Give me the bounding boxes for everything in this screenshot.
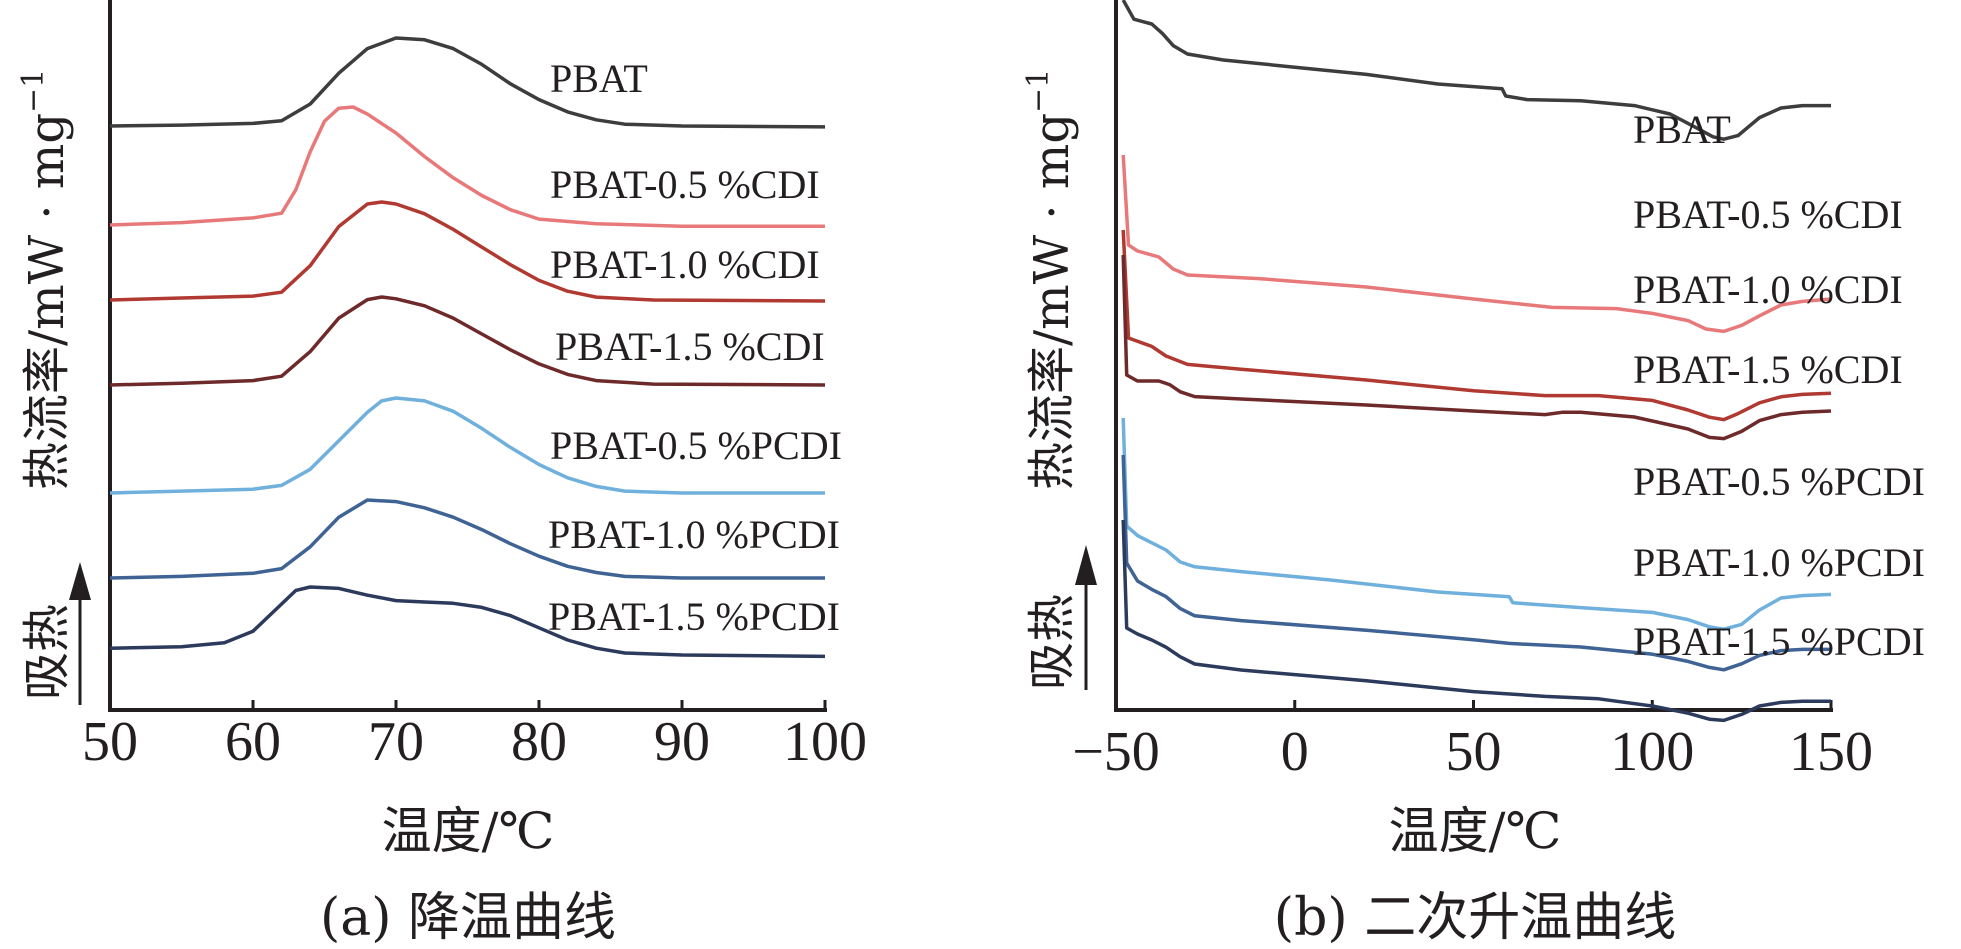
panel-a-curve-5 <box>109 498 825 580</box>
panel-a-tick-label-4: 90 <box>654 711 710 773</box>
panel-b-ylabel-sup: −1 <box>1021 69 1056 113</box>
panel-b-caption: (b) 二次升温曲线 <box>1274 888 1676 948</box>
panel-a-endo-arrow-head <box>69 562 91 600</box>
panel-b-ylabel: 热流率/mW · mg <box>1024 113 1080 490</box>
panel-b-tick-label-4: 150 <box>1789 721 1873 783</box>
panel-b-series-label-5: PBAT-1.0 %PCDI <box>1633 540 1925 585</box>
panel-a-caption: (a) 降温曲线 <box>320 888 616 948</box>
panel-b-curves <box>1121 0 1832 723</box>
panel-a-curve-6 <box>109 585 826 659</box>
panel-a-series-label-2: PBAT-1.0 %CDI <box>550 242 820 287</box>
panel-b-curve-4 <box>1121 417 1832 631</box>
panel-b-x-ticks: −50 0 50 100 150 <box>1072 700 1873 783</box>
panel-a-curve-1 <box>109 105 825 228</box>
panel-b-curve-2 <box>1121 229 1832 422</box>
panel-b-curve-1 <box>1121 154 1832 334</box>
panel-b-curve-6 <box>1121 519 1831 723</box>
panel-a-tick-label-0: 50 <box>82 711 138 773</box>
svg-text:热流率/mW · mg−1: 热流率/mW · mg−1 <box>16 69 75 490</box>
panel-a-curve-3 <box>109 295 826 387</box>
panel-a-ylabel-sup: −1 <box>16 69 51 113</box>
panel-a-series-label-6: PBAT-1.5 %PCDI <box>548 594 840 639</box>
panel-b-series-labels: PBAT PBAT-0.5 %CDI PBAT-1.0 %CDI PBAT-1.5 %… <box>1633 107 1925 664</box>
panel-b-tick-label-2: 50 <box>1446 721 1502 783</box>
panel-a-tick-label-2: 70 <box>368 711 424 773</box>
panel-b-ylabel-group: 热流率/mW · mg−1 <box>1021 69 1080 490</box>
panel-b-series-label-2: PBAT-1.0 %CDI <box>1633 267 1903 312</box>
panel-b-series-label-1: PBAT-0.5 %CDI <box>1633 192 1903 237</box>
panel-a-series-label-1: PBAT-0.5 %CDI <box>550 162 820 207</box>
panel-a-curve-4 <box>109 396 825 495</box>
panel-a-series-labels: PBAT PBAT-0.5 %CDI PBAT-1.0 %CDI PBAT-1.5 %… <box>548 56 842 639</box>
panel-b-endo-group: 吸热 <box>1024 594 1080 690</box>
panel-a-xlabel: 温度/℃ <box>382 802 555 860</box>
panel-a-x-ticks: 50 60 70 80 90 100 <box>82 700 867 773</box>
panel-b-tick-label-3: 100 <box>1610 721 1694 783</box>
panel-a-series-label-3: PBAT-1.5 %CDI <box>555 324 825 369</box>
panel-a-ylabel: 热流率/mW · mg <box>19 113 75 490</box>
panel-a-series-label-5: PBAT-1.0 %PCDI <box>548 512 840 557</box>
panel-a-curve-0 <box>109 36 826 129</box>
panel-b-heating: −50 0 50 100 150 PBAT PBAT-0.5 %CDI PBAT-1.0 %… <box>1021 0 1925 948</box>
panel-b-endo-label: 吸热 <box>1024 594 1080 690</box>
panel-a-series-label-0: PBAT <box>550 56 648 101</box>
panel-b-endo-arrow-head <box>1075 545 1097 585</box>
panel-b-curve-0 <box>1121 0 1831 141</box>
panel-a-endo-label: 吸热 <box>19 604 75 700</box>
panel-b-curve-5 <box>1121 454 1831 672</box>
panel-b-series-label-0: PBAT <box>1633 107 1731 152</box>
panel-a-tick-label-3: 80 <box>511 711 567 773</box>
panel-b-tick-label-1: 0 <box>1281 721 1309 783</box>
panel-a-tick-label-1: 60 <box>225 711 281 773</box>
panel-b-series-label-3: PBAT-1.5 %CDI <box>1633 347 1903 392</box>
panel-b-curve-3 <box>1121 254 1832 441</box>
svg-text:热流率/mW · mg−1: 热流率/mW · mg−1 <box>1021 69 1080 490</box>
panel-a-ylabel-group: 热流率/mW · mg−1 <box>16 69 75 490</box>
panel-b-series-label-4: PBAT-0.5 %PCDI <box>1633 459 1925 504</box>
panel-a-cooling: 50 60 70 80 90 100 PBAT PBAT-0.5 %CDI PBAT-1.0 … <box>16 0 867 948</box>
panel-a-series-label-4: PBAT-0.5 %PCDI <box>550 423 842 468</box>
panel-a-curve-2 <box>109 200 826 303</box>
panel-a-tick-label-5: 100 <box>783 711 867 773</box>
panel-b-xlabel: 温度/℃ <box>1389 802 1562 860</box>
panel-a-curves <box>109 36 826 659</box>
panel-b-tick-label-0: −50 <box>1072 721 1160 783</box>
panel-b-series-label-6: PBAT-1.5 %PCDI <box>1633 619 1925 664</box>
panel-a-endo-group: 吸热 <box>19 604 75 700</box>
